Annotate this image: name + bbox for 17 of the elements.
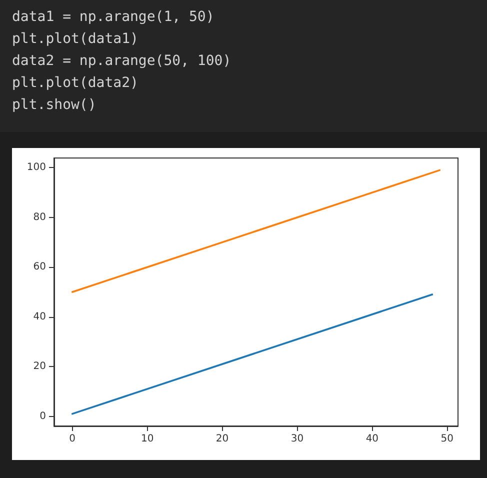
text: data1 = np.arange(1, 50) <box>12 8 216 27</box>
y-tick-label: 40 <box>33 311 46 322</box>
y-tick-label: 60 <box>33 262 46 273</box>
text: data2 = np.arange(50, 100) <box>12 52 232 71</box>
x-tick-label: 10 <box>140 434 154 444</box>
text: plt.plot(data1) <box>12 30 140 49</box>
x-tick-label: 0 <box>69 434 76 444</box>
y-tick-label: 0 <box>40 410 46 422</box>
x-tick-label: 30 <box>290 434 304 444</box>
y-tick-label: 20 <box>33 361 46 372</box>
y-tick-label: 80 <box>33 212 46 223</box>
x-tick-label: 40 <box>366 434 379 444</box>
y-tick-label: 100 <box>26 162 46 174</box>
x-tick-label: 50 <box>440 434 454 444</box>
x-tick-label: 20 <box>216 434 229 444</box>
text: plt.show() <box>12 96 98 115</box>
text: plt.plot(data2) <box>12 74 140 93</box>
